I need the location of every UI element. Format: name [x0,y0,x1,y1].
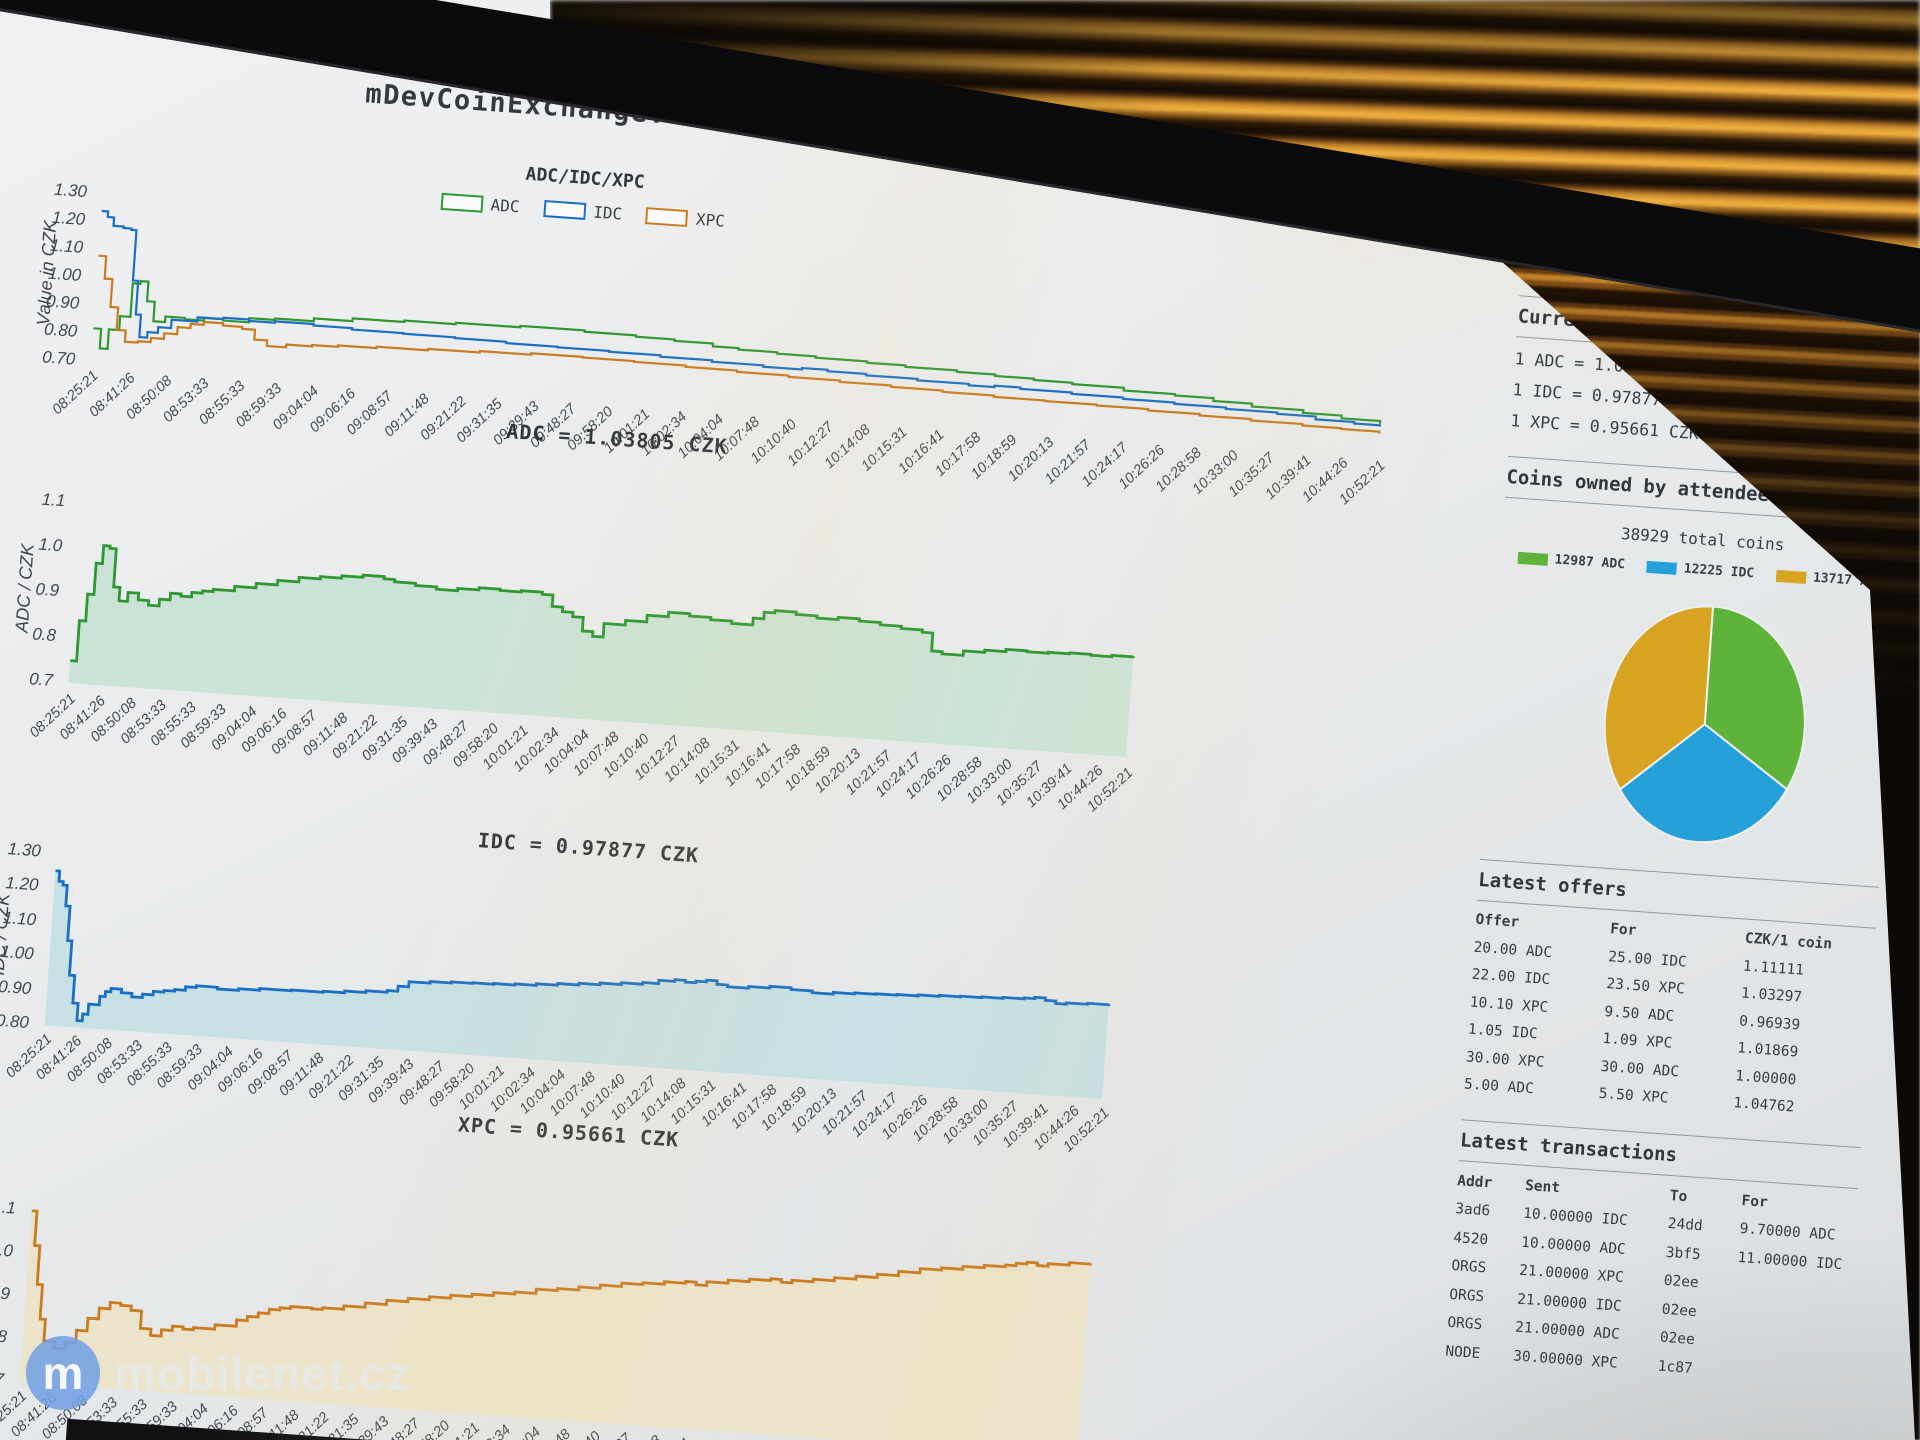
y-tick-label: 0.9 [0,1282,11,1304]
series-line-xpc [98,254,1381,434]
y-tick-label: 1.0 [37,534,63,556]
y-tick-label: 0.7 [0,1368,5,1390]
legend-swatch-icon [542,200,586,220]
series-area-adc [68,545,1134,757]
series-line-idc [55,869,1111,1023]
y-tick-label: 1.1 [41,489,67,511]
y-tick-label: 1.10 [49,235,84,257]
y-tick-label: 1.30 [53,179,88,202]
legend-swatch-icon [645,207,689,228]
coins-pie-chart [1603,605,1806,844]
series-line-adc [93,279,1382,424]
y-tick-label: 0.9 [34,579,60,601]
transactions-table: Addr Sent To For 3ad6 10.00000 IDC 24dd 9.70000… [1444,1167,1857,1394]
y-tick-label: 1.00 [47,263,82,285]
y-tick-label: 0.8 [0,1325,8,1347]
y-tick-label: 1.10 [2,907,37,930]
legend-item-idc: IDC [542,199,623,223]
idc-chart-plot [44,869,1111,1100]
y-tick-label: 0.8 [31,624,57,646]
table-cell: NODE [1444,1343,1481,1362]
y-tick-label: 1.1 [0,1197,17,1218]
y-tick-label: 1.00 [0,942,35,964]
series-line-adc [70,544,1135,663]
mobilenet-logo-icon: m [26,1336,100,1410]
pie-legend-swatch-icon [1775,569,1807,584]
overview-chart-plot [93,209,1382,434]
offers-table: Offer For CZK/1 coin 20.00 ADC 25.00 IDC 1.11… [1463,907,1875,1127]
y-tick-label: 1.20 [4,873,40,895]
watermark-text: mobilenet.cz [114,1346,411,1400]
y-tick-label: 0.70 [41,347,76,369]
y-tick-label: 1.20 [51,207,86,230]
table-cell: 1c87 [1657,1358,1694,1377]
y-tick-label: 0.90 [45,291,80,313]
series-line-xpc [31,1209,1093,1351]
legend-item-adc: ADC [440,192,520,216]
legend-swatch-icon [440,192,484,213]
y-tick-label: 1.0 [0,1239,14,1261]
watermark: m mobilenet.cz [26,1336,411,1410]
xpc-chart-plot [19,1209,1093,1440]
y-axis-label: IDC / CZK [0,892,14,977]
pie-legend-swatch-icon [1646,560,1678,575]
pie-slice-idc [1618,722,1789,844]
pie-legend-item: 12987 ADC [1517,550,1625,572]
y-tick-label: 0.80 [43,319,78,341]
right-panel: Current exchange rates 1 ADC = 1.03805 C… [1444,295,1919,1394]
legend-item-xpc: XPC [645,206,725,231]
y-tick-label: 0.7 [28,669,54,690]
series-area-xpc [19,1210,1091,1440]
pie-slice-xpc [1603,605,1715,791]
y-tick-label: 0.80 [0,1010,30,1033]
pie-legend-swatch-icon [1517,551,1549,566]
y-tick-label: 0.90 [0,976,32,998]
adc-chart-plot [68,544,1135,757]
y-tick-label: 1.30 [7,839,42,861]
pie-legend-label: 12987 ADC [1554,552,1626,573]
pie-legend-item: 12225 IDC [1646,559,1755,582]
pie-legend-label: 12225 IDC [1683,561,1755,582]
series-line-idc [101,209,1381,427]
